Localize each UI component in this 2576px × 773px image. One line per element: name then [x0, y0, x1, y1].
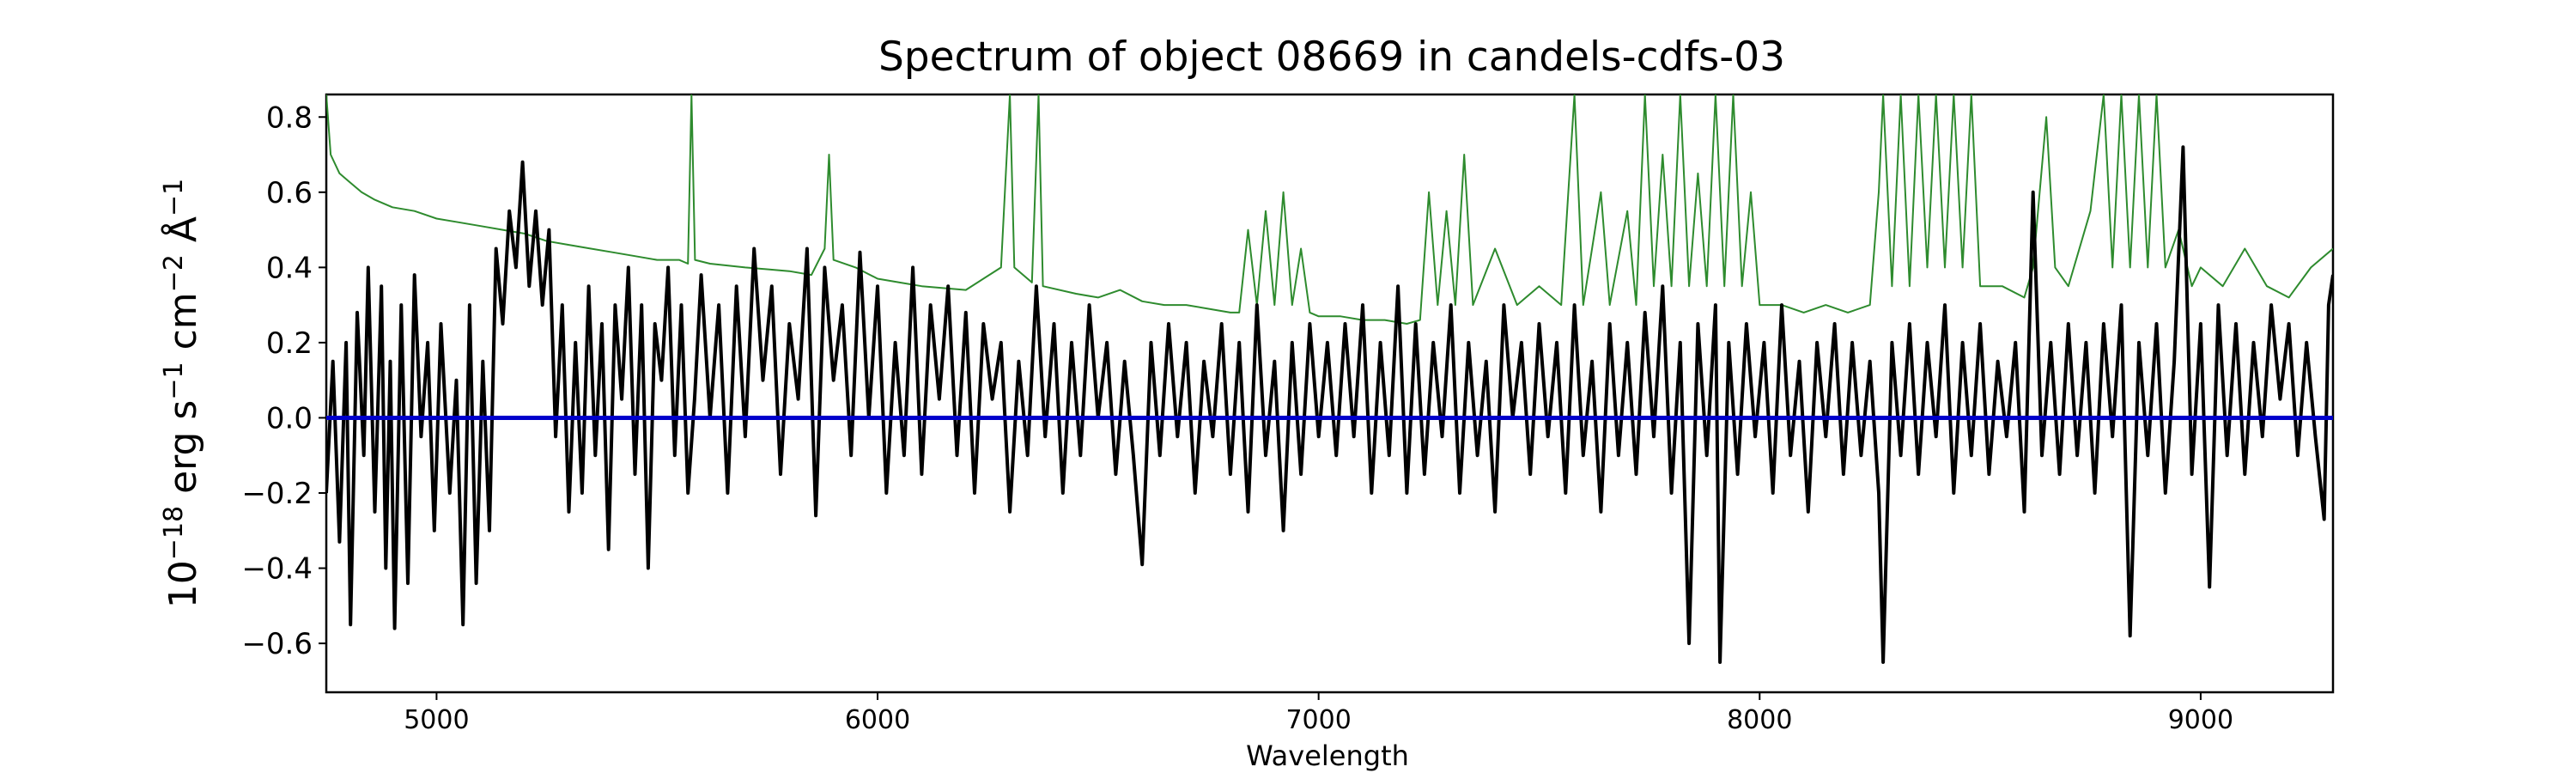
y-tick-label: −0.6	[241, 627, 313, 661]
plot-frame	[325, 93, 2335, 694]
x-tick-label: 5000	[404, 705, 469, 735]
x-tick-label: 7000	[1285, 705, 1351, 735]
y-label-exp3: −2	[159, 254, 189, 292]
y-axis-label: 10−18 erg s−1 cm−2 Å−1	[159, 179, 205, 608]
series-line-error	[326, 94, 2333, 325]
chart-title: Spectrum of object 08669 in candels-cdfs…	[878, 33, 1785, 81]
y-axis-ticks: −0.6 −0.4 −0.2 0.0 0.2 0.4 0.6 0.8	[241, 100, 326, 661]
y-label-exp4: −1	[159, 179, 189, 216]
y-tick-label: 0.8	[266, 100, 313, 135]
series-layer	[326, 94, 2333, 664]
x-tick-label: 9000	[2168, 705, 2233, 735]
plot-area	[325, 93, 2335, 694]
series-line-flux	[326, 145, 2333, 664]
x-axis-label: Wavelength	[1246, 740, 1409, 772]
y-tick-label: 0.2	[266, 326, 313, 361]
y-label-exp2: −1	[159, 362, 189, 399]
y-label-unit2: cm	[161, 292, 205, 362]
y-label-base: 10	[161, 560, 205, 608]
y-tick-label: −0.4	[241, 552, 313, 587]
y-tick-label: 0.4	[266, 251, 313, 285]
x-axis-ticks: 5000 6000 7000 8000 9000	[404, 692, 2233, 735]
y-tick-label: 0.6	[266, 176, 313, 210]
y-label-exp1: −18	[159, 506, 189, 560]
y-tick-label: −0.2	[241, 477, 313, 511]
x-tick-label: 8000	[1727, 705, 1792, 735]
y-label-unit1: erg s	[161, 400, 205, 506]
y-tick-label: 0.0	[266, 401, 313, 435]
x-tick-label: 6000	[845, 705, 910, 735]
y-label-unit3: Å	[160, 216, 205, 254]
